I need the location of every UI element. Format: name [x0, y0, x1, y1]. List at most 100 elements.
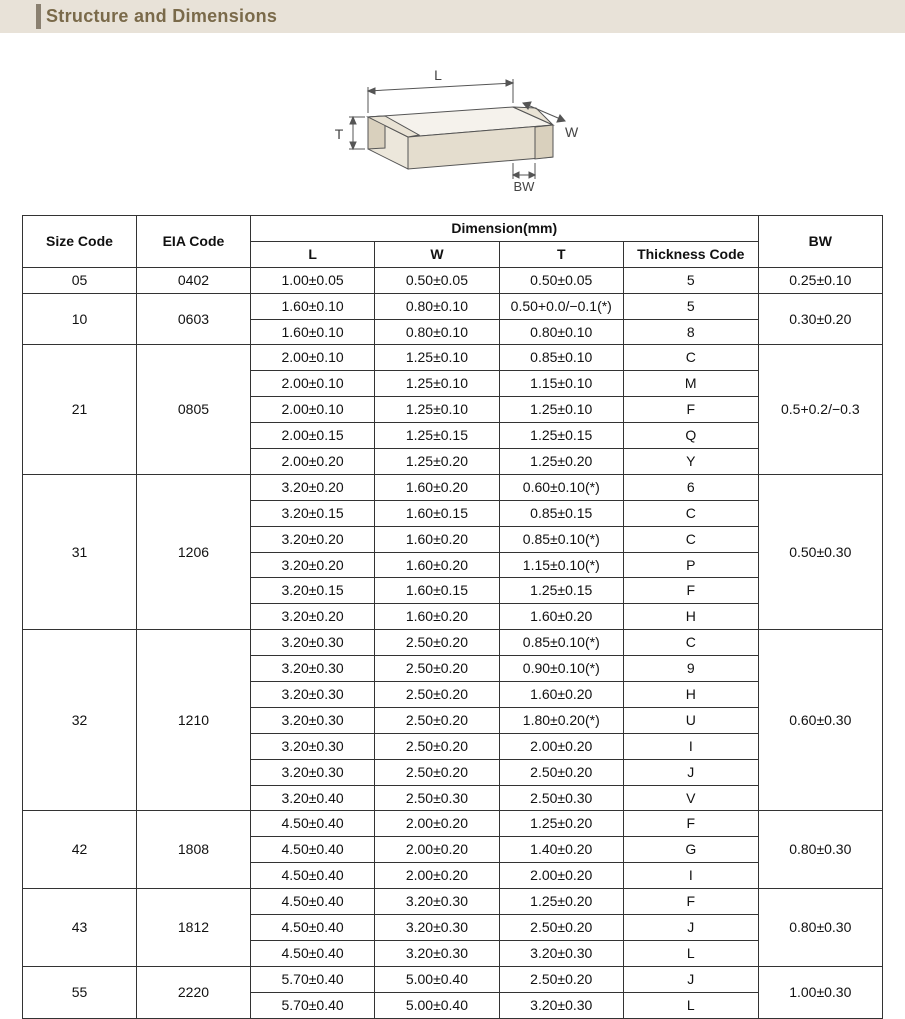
cell-bw: 0.25±0.10 — [758, 267, 882, 293]
cell-L: 5.70±0.40 — [250, 966, 374, 992]
cell-T: 0.60±0.10(*) — [499, 474, 623, 500]
cell-W: 1.60±0.20 — [375, 474, 499, 500]
col-dimension-group: Dimension(mm) — [250, 216, 758, 242]
cell-T: 1.25±0.15 — [499, 423, 623, 449]
cell-T: 1.25±0.10 — [499, 397, 623, 423]
cell-T: 1.25±0.20 — [499, 449, 623, 475]
cell-T: 0.85±0.15 — [499, 500, 623, 526]
table-row: 0504021.00±0.050.50±0.050.50±0.0550.25±0… — [23, 267, 883, 293]
dimensions-table: Size Code EIA Code Dimension(mm) BW L W … — [22, 215, 883, 1019]
cell-size-code: 43 — [23, 889, 137, 967]
cell-L: 2.00±0.10 — [250, 345, 374, 371]
cell-W: 0.80±0.10 — [375, 319, 499, 345]
cell-thick: M — [623, 371, 758, 397]
cell-W: 1.60±0.20 — [375, 604, 499, 630]
cell-T: 2.50±0.20 — [499, 915, 623, 941]
cell-L: 3.20±0.15 — [250, 578, 374, 604]
cell-W: 1.60±0.15 — [375, 500, 499, 526]
table-row: 2108052.00±0.101.25±0.100.85±0.10C0.5+0.… — [23, 345, 883, 371]
diagram-label-T: T — [334, 126, 343, 142]
cell-thick: P — [623, 552, 758, 578]
cell-W: 2.50±0.20 — [375, 733, 499, 759]
table-row: 4318124.50±0.403.20±0.301.25±0.20F0.80±0… — [23, 889, 883, 915]
cell-L: 3.20±0.20 — [250, 474, 374, 500]
cell-thick: 5 — [623, 293, 758, 319]
cell-W: 0.80±0.10 — [375, 293, 499, 319]
cell-L: 2.00±0.20 — [250, 449, 374, 475]
cell-thick: F — [623, 397, 758, 423]
cell-T: 3.20±0.30 — [499, 992, 623, 1018]
cell-T: 2.00±0.20 — [499, 863, 623, 889]
cell-L: 4.50±0.40 — [250, 837, 374, 863]
cell-thick: J — [623, 915, 758, 941]
cell-thick: Y — [623, 449, 758, 475]
table-row: 3212103.20±0.302.50±0.200.85±0.10(*)C0.6… — [23, 630, 883, 656]
col-L: L — [250, 241, 374, 267]
table-row: 1006031.60±0.100.80±0.100.50+0.0/−0.1(*)… — [23, 293, 883, 319]
cell-thick: G — [623, 837, 758, 863]
cell-thick: U — [623, 707, 758, 733]
chip-3d-diagram: L W T BW — [313, 47, 593, 197]
cell-size-code: 10 — [23, 293, 137, 345]
cell-thick: Q — [623, 423, 758, 449]
cell-L: 4.50±0.40 — [250, 940, 374, 966]
cell-thick: C — [623, 526, 758, 552]
table-row: 4218084.50±0.402.00±0.201.25±0.20F0.80±0… — [23, 811, 883, 837]
cell-thick: J — [623, 759, 758, 785]
cell-T: 0.50+0.0/−0.1(*) — [499, 293, 623, 319]
cell-T: 0.50±0.05 — [499, 267, 623, 293]
cell-size-code: 55 — [23, 966, 137, 1018]
diagram-label-W: W — [565, 124, 579, 140]
cell-T: 1.15±0.10 — [499, 371, 623, 397]
cell-thick: F — [623, 578, 758, 604]
cell-L: 3.20±0.30 — [250, 630, 374, 656]
cell-T: 1.60±0.20 — [499, 682, 623, 708]
cell-L: 1.60±0.10 — [250, 319, 374, 345]
cell-W: 1.60±0.20 — [375, 552, 499, 578]
cell-T: 2.50±0.20 — [499, 966, 623, 992]
cell-bw: 1.00±0.30 — [758, 966, 882, 1018]
cell-W: 5.00±0.40 — [375, 966, 499, 992]
diagram-label-BW: BW — [513, 179, 535, 194]
cell-W: 3.20±0.30 — [375, 940, 499, 966]
cell-L: 4.50±0.40 — [250, 811, 374, 837]
cell-T: 2.50±0.20 — [499, 759, 623, 785]
cell-W: 5.00±0.40 — [375, 992, 499, 1018]
cell-L: 3.20±0.20 — [250, 604, 374, 630]
cell-L: 3.20±0.40 — [250, 785, 374, 811]
cell-W: 1.60±0.20 — [375, 526, 499, 552]
cell-L: 3.20±0.30 — [250, 682, 374, 708]
cell-L: 2.00±0.15 — [250, 423, 374, 449]
cell-W: 1.25±0.10 — [375, 371, 499, 397]
cell-W: 2.50±0.20 — [375, 759, 499, 785]
cell-W: 2.00±0.20 — [375, 863, 499, 889]
cell-thick: H — [623, 682, 758, 708]
cell-L: 2.00±0.10 — [250, 397, 374, 423]
cell-L: 3.20±0.30 — [250, 656, 374, 682]
cell-T: 0.80±0.10 — [499, 319, 623, 345]
cell-thick: F — [623, 889, 758, 915]
cell-thick: C — [623, 345, 758, 371]
table-row: 5522205.70±0.405.00±0.402.50±0.20J1.00±0… — [23, 966, 883, 992]
cell-L: 2.00±0.10 — [250, 371, 374, 397]
cell-L: 3.20±0.20 — [250, 552, 374, 578]
cell-W: 2.50±0.30 — [375, 785, 499, 811]
cell-T: 1.15±0.10(*) — [499, 552, 623, 578]
cell-T: 0.85±0.10 — [499, 345, 623, 371]
cell-T: 1.25±0.20 — [499, 889, 623, 915]
col-size-code: Size Code — [23, 216, 137, 268]
table-header-row-1: Size Code EIA Code Dimension(mm) BW — [23, 216, 883, 242]
cell-T: 0.90±0.10(*) — [499, 656, 623, 682]
cell-W: 1.25±0.10 — [375, 345, 499, 371]
cell-W: 1.25±0.10 — [375, 397, 499, 423]
cell-W: 2.50±0.20 — [375, 656, 499, 682]
cell-L: 5.70±0.40 — [250, 992, 374, 1018]
cell-eia-code: 2220 — [136, 966, 250, 1018]
section-header-band: Structure and Dimensions — [0, 0, 905, 33]
cell-L: 1.60±0.10 — [250, 293, 374, 319]
cell-T: 0.85±0.10(*) — [499, 630, 623, 656]
cell-L: 4.50±0.40 — [250, 889, 374, 915]
cell-T: 0.85±0.10(*) — [499, 526, 623, 552]
cell-bw: 0.5+0.2/−0.3 — [758, 345, 882, 474]
cell-thick: H — [623, 604, 758, 630]
